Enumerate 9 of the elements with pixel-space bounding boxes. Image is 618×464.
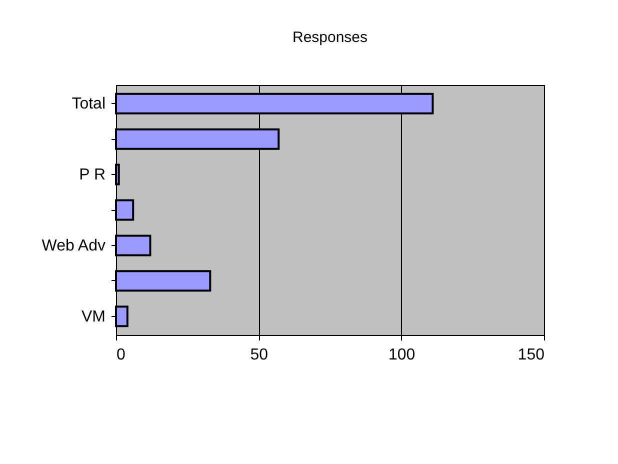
y-tick-label: VM (82, 308, 106, 326)
y-tick-label: Web Adv (42, 237, 106, 254)
chart-title: Responses (292, 29, 368, 46)
x-tick-label: 150 (518, 346, 545, 364)
x-tick-label: 50 (250, 346, 268, 364)
x-tick-label: 100 (388, 346, 416, 364)
y-tick-label: Total (72, 96, 106, 113)
x-tick-label: 0 (116, 346, 126, 364)
y-tick-label: P R (79, 166, 106, 184)
